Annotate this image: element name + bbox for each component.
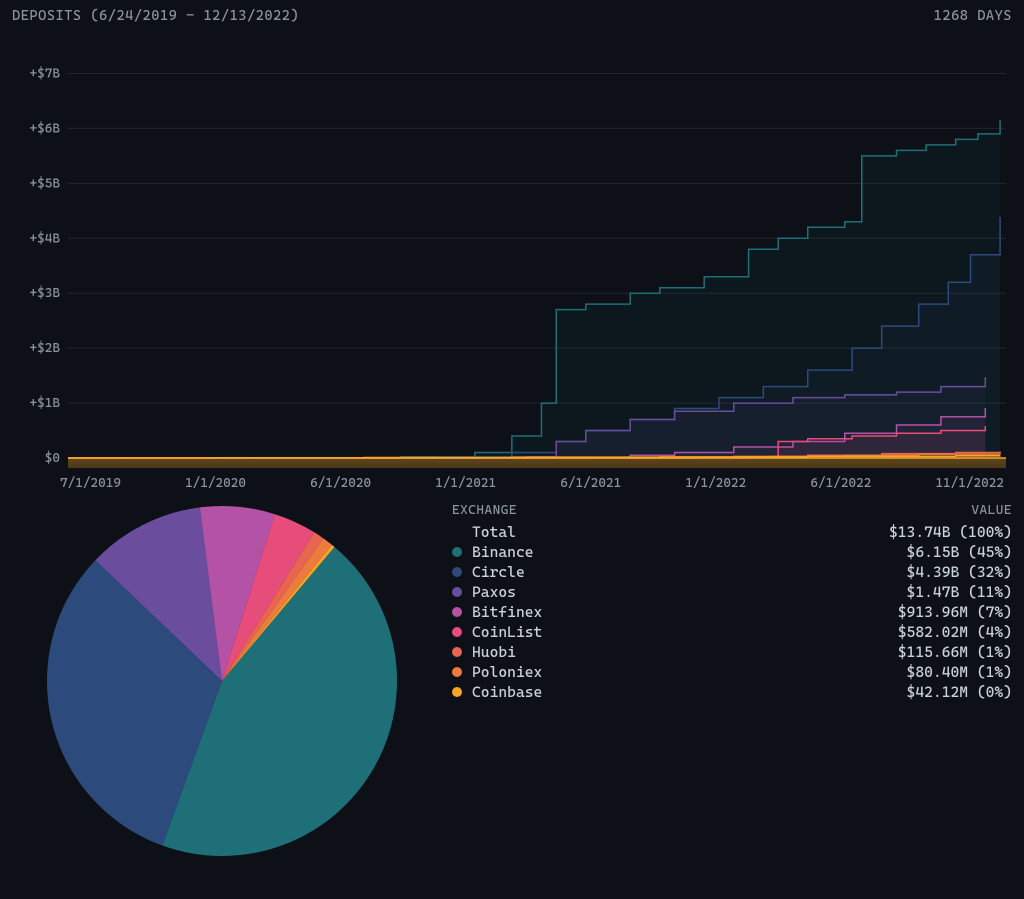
legend-value: $6.15B (45%) (907, 543, 1012, 561)
legend-header-value: VALUE (971, 503, 1012, 518)
legend-row[interactable]: Poloniex $80.40M (1%) (452, 662, 1012, 682)
chart-days-label: 1268 DAYS (934, 8, 1012, 24)
svg-text:+$1B: +$1B (30, 395, 61, 411)
svg-text:+$4B: +$4B (30, 230, 61, 246)
legend-value: $4.39B (32%) (907, 563, 1012, 581)
legend-exchange-name: Huobi (472, 643, 516, 661)
svg-text:$0: $0 (45, 450, 60, 466)
x-tick-label: 1/1/2022 (685, 476, 746, 491)
x-tick-label: 1/1/2020 (185, 476, 246, 491)
x-axis: 7/1/2019 1/1/2020 6/1/2020 1/1/2021 6/1/2021… (0, 468, 1024, 491)
legend-exchange-name: Total (472, 523, 516, 541)
x-tick-label: 1/1/2021 (435, 476, 496, 491)
x-tick-label: 11/1/2022 (935, 476, 1004, 491)
legend-dot-icon (452, 687, 462, 697)
legend-row[interactable]: Circle $4.39B (32%) (452, 562, 1012, 582)
x-tick-label: 7/1/2019 (60, 476, 121, 491)
legend-exchange-name: Poloniex (472, 663, 542, 681)
legend-row[interactable]: CoinList $582.02M (4%) (452, 622, 1012, 642)
pie-chart (12, 501, 432, 861)
legend-value: $13.74B (100%) (889, 523, 1012, 541)
legend-row[interactable]: Coinbase $42.12M (0%) (452, 682, 1012, 702)
legend-exchange-name: Coinbase (472, 683, 542, 701)
line-chart: $0 +$1B +$2B +$3B +$4B +$5B +$6B +$7B (12, 28, 1012, 468)
legend-value: $582.02M (4%) (898, 623, 1012, 641)
legend-header: EXCHANGE VALUE (452, 501, 1012, 522)
svg-text:+$7B: +$7B (30, 65, 61, 81)
svg-text:+$2B: +$2B (30, 340, 61, 356)
legend-exchange-name: CoinList (472, 623, 542, 641)
legend-value: $42.12M (0%) (907, 683, 1012, 701)
legend-dot-icon (452, 607, 462, 617)
bottom-section: EXCHANGE VALUE Total$13.74B (100%)Binanc… (0, 491, 1024, 861)
legend-dot-icon (452, 547, 462, 557)
legend-value: $1.47B (11%) (907, 583, 1012, 601)
legend-table: EXCHANGE VALUE Total$13.74B (100%)Binanc… (452, 501, 1012, 861)
legend-row[interactable]: Total $13.74B (100%) (452, 522, 1012, 542)
legend-row[interactable]: Huobi $115.66M (1%) (452, 642, 1012, 662)
legend-exchange-name: Binance (472, 543, 534, 561)
legend-exchange-name: Circle (472, 563, 525, 581)
legend-header-exchange: EXCHANGE (452, 503, 517, 518)
svg-text:+$6B: +$6B (30, 120, 61, 136)
legend-value: $913.96M (7%) (898, 603, 1012, 621)
svg-text:+$5B: +$5B (30, 175, 61, 191)
chart-title: DEPOSITS (6/24/2019 - 12/13/2022) (12, 8, 299, 24)
legend-dot-icon (452, 627, 462, 637)
x-tick-label: 6/1/2022 (810, 476, 871, 491)
pie-chart-svg (42, 501, 402, 861)
legend-value: $80.40M (1%) (907, 663, 1012, 681)
chart-header: DEPOSITS (6/24/2019 - 12/13/2022) 1268 D… (0, 0, 1024, 28)
x-tick-label: 6/1/2020 (310, 476, 371, 491)
legend-exchange-name: Paxos (472, 583, 516, 601)
line-chart-svg: $0 +$1B +$2B +$3B +$4B +$5B +$6B +$7B (12, 28, 1012, 468)
legend-row[interactable]: Binance $6.15B (45%) (452, 542, 1012, 562)
legend-row[interactable]: Paxos $1.47B (11%) (452, 582, 1012, 602)
legend-dot-icon (452, 667, 462, 677)
legend-dot-icon (452, 567, 462, 577)
x-tick-label: 6/1/2021 (560, 476, 621, 491)
svg-text:+$3B: +$3B (30, 285, 61, 301)
legend-value: $115.66M (1%) (898, 643, 1012, 661)
legend-dot-icon (452, 587, 462, 597)
legend-row[interactable]: Bitfinex $913.96M (7%) (452, 602, 1012, 622)
legend-dot-icon (452, 647, 462, 657)
legend-exchange-name: Bitfinex (472, 603, 542, 621)
